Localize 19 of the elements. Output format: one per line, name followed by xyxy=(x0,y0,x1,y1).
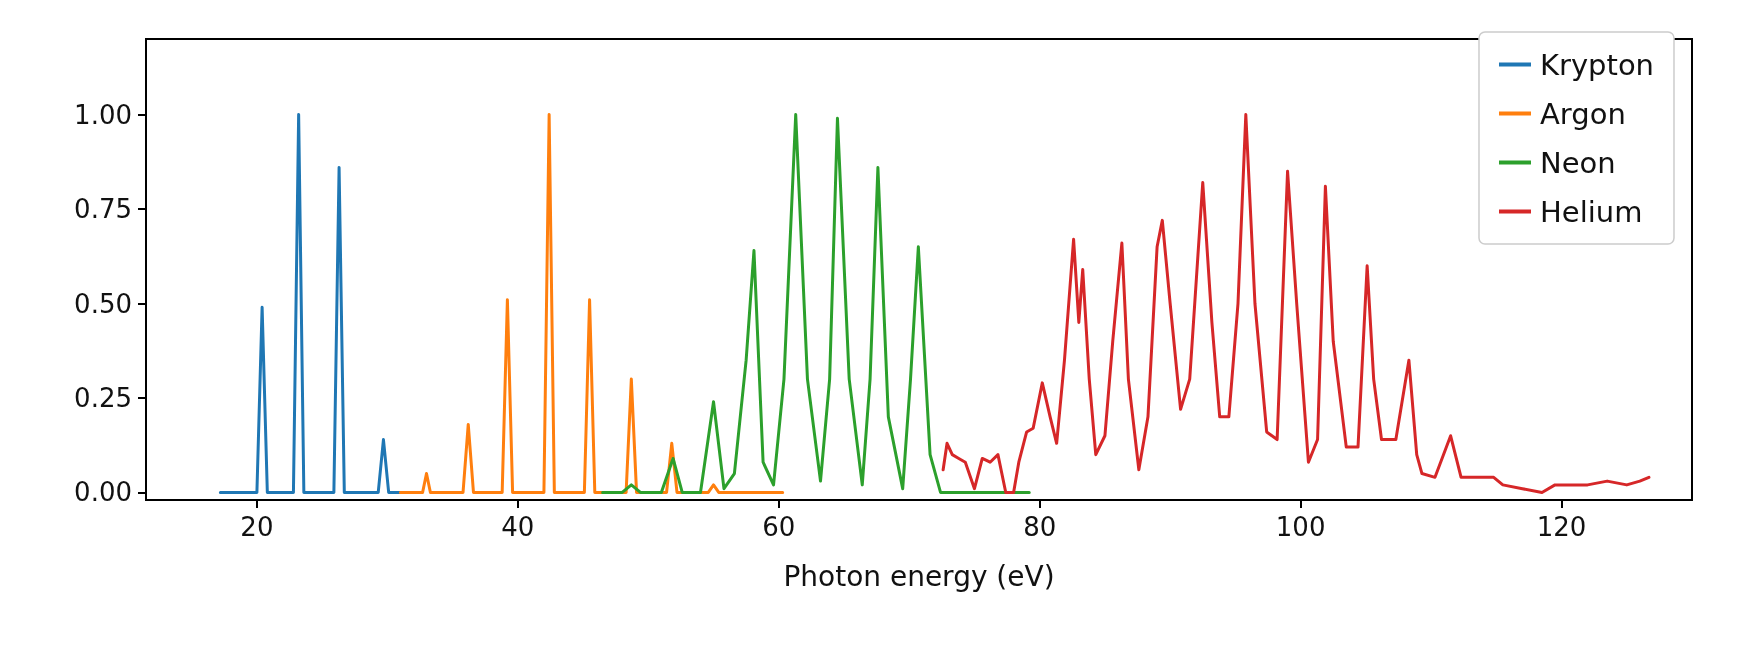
legend-label: Krypton xyxy=(1540,47,1655,82)
legend-label: Neon xyxy=(1540,145,1616,180)
x-tick-label: 40 xyxy=(501,512,535,542)
y-tick-label: 0.25 xyxy=(74,382,132,413)
x-tick-label: 60 xyxy=(762,512,796,542)
y-tick-label: 0.00 xyxy=(74,477,132,508)
y-tick-label: 0.75 xyxy=(74,194,132,225)
y-tick-label: 1.00 xyxy=(74,99,132,130)
x-tick-label: 100 xyxy=(1275,512,1326,542)
x-tick-label: 80 xyxy=(1023,512,1057,542)
x-tick-label: 20 xyxy=(240,512,274,542)
x-tick-label: 120 xyxy=(1536,512,1587,542)
legend-label: Argon xyxy=(1540,96,1626,131)
x-axis-title: Photon energy (eV) xyxy=(783,559,1055,593)
line-series xyxy=(601,113,1031,494)
legend-label: Helium xyxy=(1540,194,1643,229)
line-series xyxy=(398,113,785,494)
line-series xyxy=(218,113,402,494)
y-tick-label: 0.50 xyxy=(74,288,132,319)
